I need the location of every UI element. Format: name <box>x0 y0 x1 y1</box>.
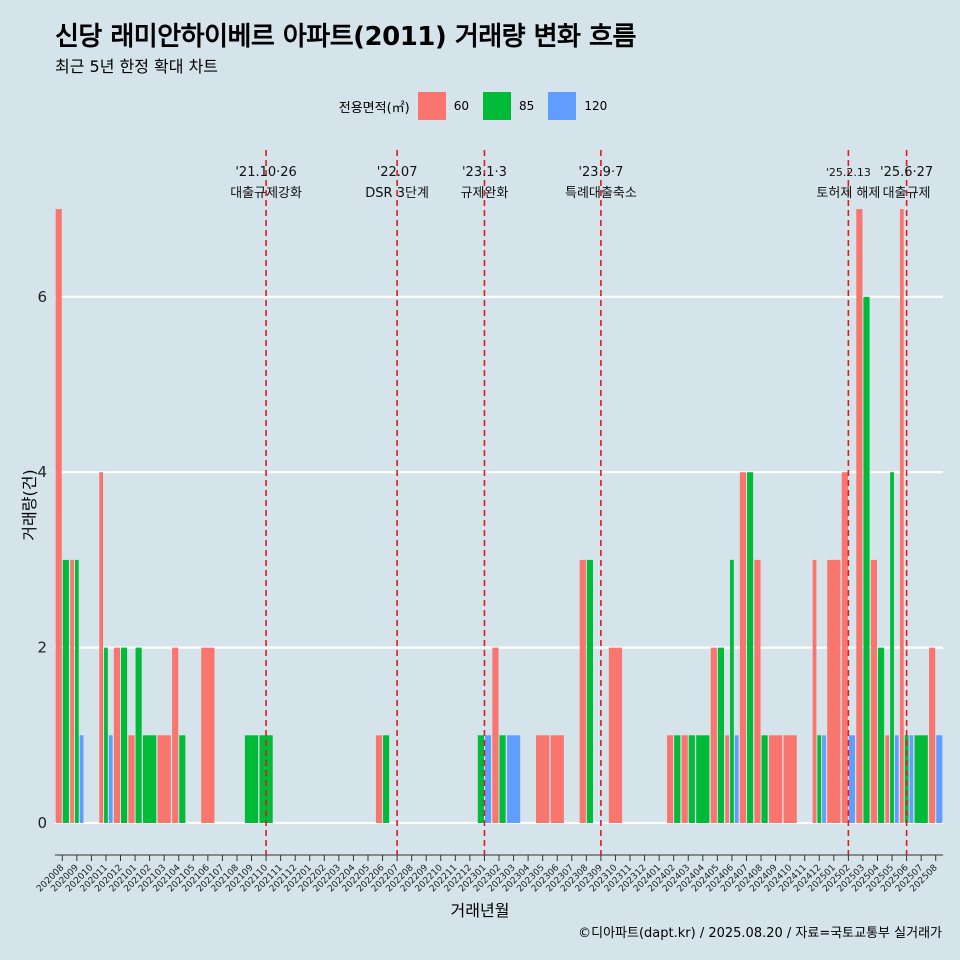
bar-85-202507 <box>914 735 928 823</box>
legend-label-85: 85 <box>519 99 535 113</box>
bar-60-202503 <box>856 209 863 824</box>
bar-60-202305 <box>536 735 550 823</box>
bar-60-202403 <box>681 735 688 823</box>
bar-85-202206 <box>383 735 390 823</box>
event-label: 특례대출축소 <box>565 186 637 201</box>
legend-item-85: 85 <box>483 92 534 120</box>
bar-60-202505 <box>885 735 890 823</box>
bar-60-202504 <box>870 559 877 823</box>
legend: 전용면적(㎡) 60 85 120 <box>0 92 960 120</box>
source-caption: ©디아파트(dapt.kr) / 2025.08.20 / 자료=국토교통부 실… <box>578 926 942 941</box>
bar-85-202008 <box>62 559 69 823</box>
bar-60-202008 <box>55 209 62 824</box>
legend-swatch-60 <box>417 92 446 120</box>
bar-85-202301 <box>477 735 484 823</box>
event-date: '25.2.13 <box>826 166 871 179</box>
event-label: 대출규제 <box>883 186 931 201</box>
bar-85-202011 <box>104 647 108 823</box>
bar-60-202408 <box>754 559 761 823</box>
bar-85-202308 <box>586 559 593 823</box>
bar-60-202406 <box>725 735 730 823</box>
bar-60-202306 <box>550 735 564 823</box>
bar-85-202302 <box>499 735 506 823</box>
legend-item-120: 120 <box>548 92 607 120</box>
bar-85-202009 <box>74 559 79 823</box>
event-label: DSR 3단계 <box>365 186 429 201</box>
bar-120-202301 <box>484 735 492 823</box>
bar-120-202508 <box>936 735 943 823</box>
bar-85-202503 <box>863 296 870 823</box>
bar-85-202406 <box>730 559 734 823</box>
bar-60-202410 <box>783 735 797 823</box>
bar-85-202402 <box>674 735 681 823</box>
bar-60-202104 <box>172 647 179 823</box>
y-tick-label: 6 <box>37 288 47 306</box>
bar-60-202310 <box>608 647 623 823</box>
y-tick-label: 4 <box>37 463 47 481</box>
bar-120-202011 <box>108 735 113 823</box>
y-axis-label: 거래량(건) <box>20 469 39 541</box>
bar-85-202504 <box>877 647 885 823</box>
y-tick-label: 0 <box>37 814 47 832</box>
chart-title: 신당 래미안하이베르 아파트(2011) 거래량 변화 흐름 <box>55 22 636 52</box>
bar-60-202103 <box>157 735 171 823</box>
event-date: '21.10·26 <box>235 165 296 180</box>
bar-85-202404 <box>696 735 710 823</box>
event-date: '22.07 <box>377 165 418 180</box>
bar-85-202407 <box>746 472 754 823</box>
event-label: 대출규제강화 <box>230 186 302 201</box>
bar-85-202403 <box>688 735 695 823</box>
legend-label-120: 120 <box>584 99 608 113</box>
bar-60-202506 <box>899 209 904 824</box>
bar-60-202011 <box>99 472 104 823</box>
bar-85-202405 <box>717 647 724 823</box>
y-tick-label: 2 <box>37 639 47 657</box>
event-label: 규제완화 <box>461 186 509 201</box>
event-label: 토허제 해제 <box>816 186 880 201</box>
bar-60-202206 <box>375 735 383 823</box>
bar-85-202102 <box>142 735 157 823</box>
bar-60-202106 <box>201 647 215 823</box>
bar-85-202101 <box>135 647 142 823</box>
legend-label-60: 60 <box>453 99 470 113</box>
bar-85-202506 <box>904 735 909 823</box>
bar-60-202501 <box>827 559 841 823</box>
bar-60-202402 <box>667 735 674 823</box>
bar-60-202101 <box>128 735 135 823</box>
bar-60-202302 <box>492 647 499 823</box>
legend-swatch-85 <box>483 92 512 120</box>
bar-85-202505 <box>890 472 894 823</box>
bar-120-202505 <box>894 735 899 823</box>
legend-swatch-120 <box>548 92 577 120</box>
bar-60-202012 <box>113 647 121 823</box>
bar-60-202405 <box>710 647 717 823</box>
bar-60-202407 <box>739 472 746 823</box>
x-axis-label: 거래년월 <box>450 901 510 920</box>
bar-60-202009 <box>70 559 74 823</box>
bar-85-202408 <box>761 735 768 823</box>
bar-60-202508 <box>929 647 936 823</box>
bar-120-202502 <box>848 735 856 823</box>
bar-120-202303 <box>506 735 521 823</box>
bar-85-202104 <box>179 735 186 823</box>
bar-120-202412 <box>822 735 826 823</box>
bar-60-202502 <box>841 472 848 823</box>
bar-85-202012 <box>121 647 128 823</box>
bar-85-202110 <box>259 735 273 823</box>
bar-60-202412 <box>812 559 817 823</box>
legend-title: 전용면적(㎡) <box>338 100 410 116</box>
bar-85-202109 <box>244 735 259 823</box>
bar-60-202409 <box>768 735 783 823</box>
bar-85-202412 <box>817 735 822 823</box>
bar-120-202506 <box>909 735 914 823</box>
bar-120-202009 <box>79 735 84 823</box>
bar-60-202308 <box>579 559 586 823</box>
event-date: '25.6·27 <box>880 165 933 180</box>
event-date: '23.9·7 <box>578 165 623 180</box>
bar-120-202406 <box>734 735 739 823</box>
event-date: '23.1·3 <box>462 165 507 180</box>
legend-item-60: 60 <box>417 92 470 120</box>
chart-subtitle: 최근 5년 한정 확대 차트 <box>55 57 219 76</box>
